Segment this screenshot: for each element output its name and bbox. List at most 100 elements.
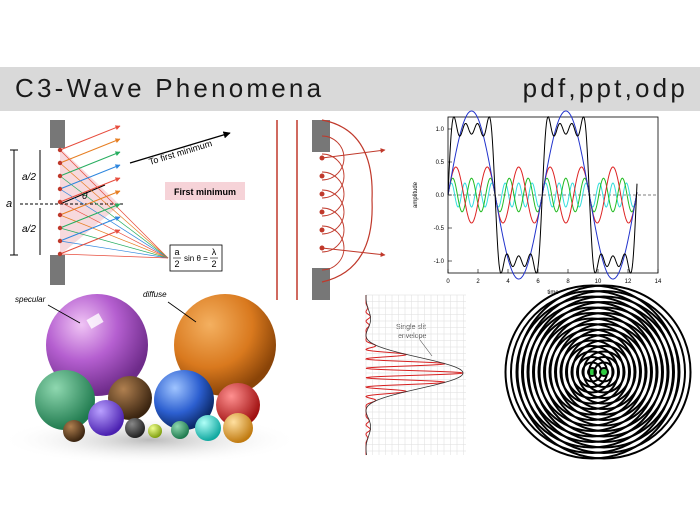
ray [59,190,121,216]
half-width: a/2 [22,172,36,183]
sphere [46,294,148,396]
source-point [319,209,325,215]
envelope [321,119,373,283]
pointer [419,339,433,357]
x-tick-label: 10 [595,279,602,285]
barrier [50,120,65,148]
ring [527,295,681,449]
shade [60,148,120,255]
ray [59,201,169,259]
ray [59,151,121,177]
source-point [57,160,63,166]
source-point [57,251,63,257]
ring [571,339,637,405]
ray [59,216,121,242]
ray [59,177,121,203]
source-point [57,225,63,231]
barrier [312,120,330,152]
envelope-label: envelope [398,333,427,340]
ray [59,149,169,259]
wavelet [321,153,345,199]
barrier [312,268,330,300]
x-tick-label: 14 [655,279,662,285]
ray [59,138,121,164]
x-tick-label: 0 [446,279,450,285]
ray [321,247,386,257]
formula-part: 2 [174,259,179,269]
source-point [319,173,325,179]
ray [59,229,121,255]
source-point [57,186,63,192]
x-tick-label: 8 [566,279,570,285]
ray [59,162,169,259]
wavelet [321,171,345,217]
y-tick-label: 0.5 [436,160,445,166]
single-slit-plot: Single slit envelope [364,294,466,456]
ray [59,188,169,259]
diffraction-diagram: To first minimum First minimum a/2 a/2 a… [6,120,245,285]
sphere [125,418,145,438]
specular-label: specular [15,295,46,304]
source-point [57,238,63,244]
sphere [216,383,260,427]
ring [588,356,620,388]
direction-label: To first minimum [148,138,214,167]
ring [549,317,659,427]
source-point [57,199,63,205]
x-tick-label: 4 [506,279,510,285]
formula-part: sin θ = [184,254,208,263]
ring [577,345,631,399]
y-tick-label: 1.0 [436,127,445,133]
ring [593,361,615,383]
sphere [171,421,189,439]
y-tick-label: -1.0 [434,259,445,265]
y-tick-label: -0.5 [434,226,445,232]
center-dot [601,369,607,375]
source-point [57,212,63,218]
x-tick-label: 2 [476,279,480,285]
wavelet [321,189,345,235]
formats: pdf,ppt,odp [523,73,688,103]
x-tick-label: 6 [536,279,540,285]
width: a [6,198,12,210]
ring [522,290,686,454]
formula-part: a [174,247,179,257]
wave [447,116,638,274]
sphere [174,294,276,396]
angle: θ [82,191,88,202]
ray [59,125,121,151]
ring [538,306,670,438]
half-width: a/2 [22,224,36,235]
diffuse-label: diffuse [143,290,167,299]
wavelet [321,135,345,181]
label-box [165,182,245,200]
banner [0,67,700,111]
ray [59,227,169,259]
sphere [35,370,95,430]
ray [59,203,121,229]
sphere [195,415,221,441]
source-point [57,173,63,179]
formula-part: 2 [211,259,216,269]
title: C3-Wave Phenomena [15,73,324,103]
sphere [63,420,85,442]
sphere [88,400,124,436]
source-point [57,147,63,153]
ray [59,253,169,259]
ring [582,350,626,394]
highlight [86,313,104,329]
center-dot [589,369,595,375]
ring [566,334,642,410]
ray [59,175,169,259]
ring [533,301,675,443]
minimum-label: First minimum [174,187,236,197]
x-tick-label: 12 [625,279,632,285]
sphere [223,413,253,443]
formula-part: λ [212,247,217,257]
y-axis-label: amplitude [413,181,419,208]
pointer [47,304,81,324]
moire-circles [504,284,692,460]
y-tick-label: 0.0 [436,193,445,199]
ray [59,164,121,190]
